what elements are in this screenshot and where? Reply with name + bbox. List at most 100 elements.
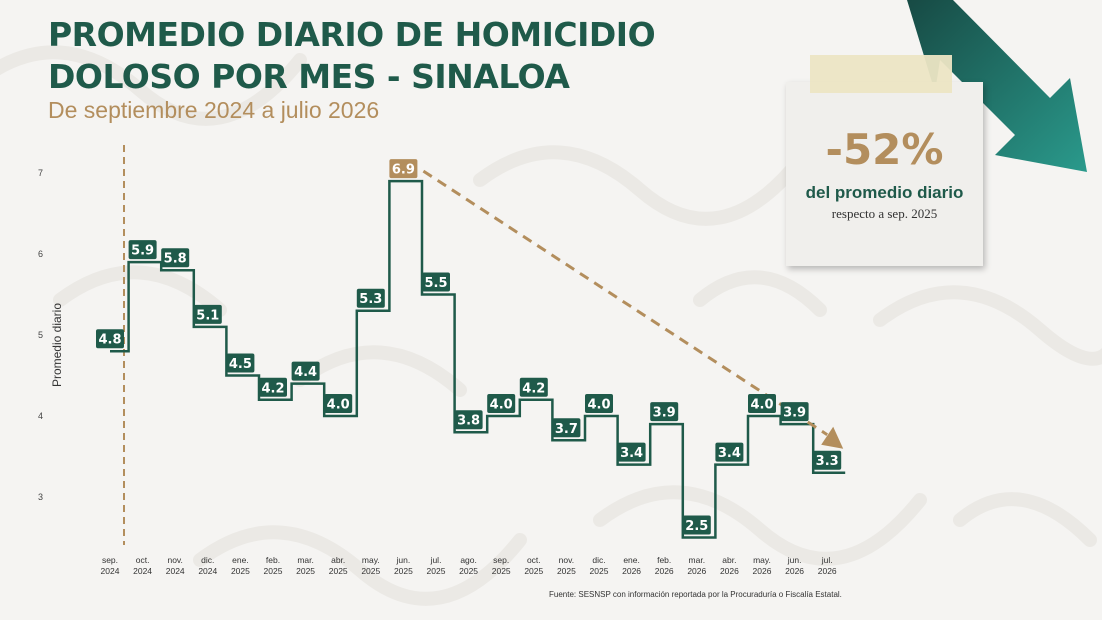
data-label: 4.0 (490, 398, 513, 413)
x-tick-month: sep. (493, 555, 509, 565)
summary-card: -52% del promedio diario respecto a sep.… (786, 82, 983, 266)
data-label: 5.1 (196, 308, 219, 323)
data-label-box (291, 361, 320, 381)
x-tick-month: mar. (689, 555, 706, 565)
data-label-box (454, 410, 483, 430)
y-tick-label: 5 (38, 330, 43, 340)
data-label-box (780, 402, 809, 422)
data-label: 4.0 (750, 398, 773, 413)
x-tick-month: nov. (167, 555, 182, 565)
x-tick-month: jun. (396, 555, 411, 565)
data-label: 5.5 (424, 276, 447, 291)
data-label-box (324, 394, 353, 413)
x-tick-year: 2025 (329, 566, 348, 576)
trend-arrowhead (821, 426, 844, 449)
data-label-box (519, 377, 548, 397)
data-label: 2.5 (685, 519, 708, 534)
x-tick-year: 2025 (557, 566, 576, 576)
x-tick-year: 2026 (753, 566, 772, 576)
x-tick-month: nov. (559, 555, 574, 565)
x-tick-year: 2024 (101, 566, 120, 576)
x-tick-month: oct. (136, 555, 150, 565)
x-tick-month: ene. (232, 555, 249, 565)
card-tape (810, 55, 952, 93)
x-tick-year: 2025 (492, 566, 511, 576)
x-tick-month: feb. (657, 555, 671, 565)
data-label: 6.9 (392, 163, 415, 178)
x-tick-year: 2025 (361, 566, 380, 576)
x-tick-year: 2024 (198, 566, 217, 576)
x-tick-month: dic. (592, 555, 605, 565)
x-tick-year: 2025 (296, 566, 315, 576)
x-tick-year: 2025 (459, 566, 478, 576)
title-line-2: DOLOSO POR MES - SINALOA (48, 57, 570, 96)
data-label-box (128, 240, 157, 260)
data-label-box (161, 248, 190, 268)
x-tick-month: jul. (430, 555, 442, 565)
data-label-box (389, 159, 418, 179)
x-tick-year: 2025 (524, 566, 543, 576)
data-label-box (715, 442, 744, 462)
trend-line (422, 169, 829, 436)
x-tick-year: 2025 (394, 566, 413, 576)
data-label-box (682, 515, 711, 535)
x-tick-year: 2025 (590, 566, 609, 576)
data-label: 4.0 (587, 398, 610, 413)
series-step-line (110, 179, 846, 539)
y-tick-label: 6 (38, 249, 43, 259)
data-label: 4.8 (98, 333, 121, 348)
x-tick-year: 2025 (231, 566, 250, 576)
x-tick-year: 2026 (655, 566, 674, 576)
data-label-box (617, 442, 646, 462)
data-label-box (226, 353, 255, 373)
source-note: Fuente: SESNSP con información reportada… (549, 590, 842, 599)
x-tick-month: dic. (201, 555, 214, 565)
data-label: 3.4 (718, 446, 741, 461)
data-label: 4.2 (522, 381, 545, 396)
x-tick-year: 2026 (622, 566, 641, 576)
data-label: 4.5 (229, 357, 252, 372)
x-tick-year: 2024 (133, 566, 152, 576)
data-label-box (259, 377, 287, 397)
page-subtitle: De septiembre 2024 a julio 2026 (48, 97, 380, 123)
x-tick-year: 2024 (166, 566, 185, 576)
y-tick-label: 3 (38, 492, 43, 502)
y-tick-label: 4 (38, 411, 43, 421)
card-main-text: del promedio diario (805, 183, 964, 202)
data-label: 3.3 (816, 454, 839, 469)
down-trend-arrow-icon (907, 0, 1087, 172)
data-label-box (552, 418, 581, 438)
data-label: 5.9 (131, 244, 154, 259)
x-tick-month: may. (753, 555, 771, 565)
data-label-box (96, 329, 124, 349)
card-percentage: -52% (825, 125, 944, 174)
data-label: 5.3 (359, 292, 382, 307)
data-label: 4.2 (261, 381, 284, 396)
x-tick-year: 2025 (264, 566, 283, 576)
x-tick-month: feb. (266, 555, 280, 565)
data-label: 4.4 (294, 365, 317, 380)
data-label: 4.0 (327, 398, 350, 413)
x-tick-month: oct. (527, 555, 541, 565)
data-label-box (193, 304, 222, 324)
x-tick-month: abr. (722, 555, 736, 565)
x-tick-month: mar. (297, 555, 314, 565)
data-label: 3.9 (653, 406, 676, 421)
data-label-box (813, 450, 842, 470)
x-tick-year: 2026 (720, 566, 739, 576)
data-label-box (356, 288, 385, 308)
data-label-box (422, 272, 450, 292)
x-tick-year: 2026 (785, 566, 804, 576)
data-label: 3.8 (457, 414, 480, 429)
x-tick-month: sep. (102, 555, 118, 565)
x-tick-year: 2026 (818, 566, 837, 576)
data-label-box (650, 402, 679, 422)
x-tick-month: jun. (787, 555, 802, 565)
y-axis-label: Promedio diario (50, 302, 64, 388)
x-tick-month: ago. (460, 555, 477, 565)
x-tick-month: may. (362, 555, 380, 565)
x-tick-month: ene. (623, 555, 640, 565)
card-small-text: respecto a sep. 2025 (831, 206, 938, 221)
